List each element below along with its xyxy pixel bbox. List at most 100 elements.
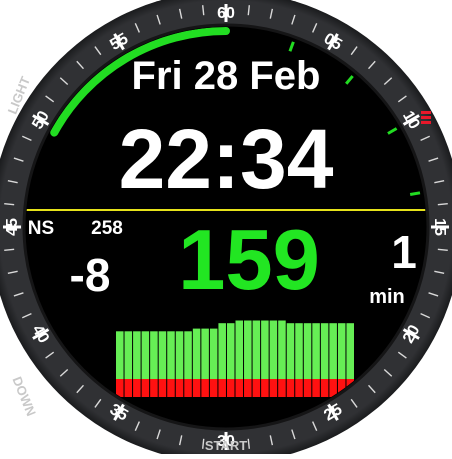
- histogram-green-bar: [167, 331, 175, 379]
- histogram-red-bar: [320, 379, 329, 397]
- bezel-tick: [397, 351, 407, 359]
- bezel-tick: [4, 248, 15, 252]
- histogram-red-bar: [269, 379, 278, 397]
- bezel-tick: [201, 5, 205, 16]
- bezel-tick: [76, 384, 84, 394]
- histogram-red-bar: [201, 379, 209, 397]
- bezel-tick: [291, 14, 296, 25]
- bezel-number: 30: [217, 433, 235, 450]
- minute-mark: [387, 127, 398, 135]
- bezel-tick: [437, 248, 448, 252]
- bezel-tick: [94, 46, 102, 56]
- bezel-number: 35: [107, 401, 131, 425]
- histogram-red-bar: [226, 379, 235, 397]
- histogram-green-bar: [278, 320, 286, 379]
- histogram-green-bar: [116, 331, 124, 379]
- bezel-tick: [113, 33, 125, 51]
- bezel-tick: [13, 157, 24, 162]
- histogram-red-bar: [218, 379, 226, 397]
- histogram-red-bar: [337, 379, 346, 397]
- histogram-green-bar: [261, 320, 269, 379]
- bezel-tick: [428, 292, 439, 297]
- histogram-green-bar: [244, 320, 252, 379]
- histogram-red-bar: [303, 379, 312, 397]
- bezel-tick: [21, 135, 32, 142]
- bezel-tick: [437, 202, 448, 206]
- bezel-number: 40: [28, 322, 52, 346]
- histogram-red-bar: [329, 379, 337, 397]
- bezel-tick: [368, 384, 376, 394]
- bezel-tick: [247, 438, 251, 449]
- histogram-green-bar: [235, 320, 244, 379]
- bezel-ticks: [3, 4, 449, 450]
- histogram-green-bar: [286, 323, 295, 379]
- bezel-tick: [32, 114, 50, 126]
- histogram-green-bar: [133, 331, 141, 379]
- bezel-tick: [178, 435, 183, 446]
- bezel-tick: [59, 369, 69, 377]
- histogram-red-bar: [278, 379, 286, 397]
- bezel-tick: [45, 351, 55, 359]
- seconds-progress-arc: [50, 27, 230, 137]
- histogram-green-bar: [320, 323, 329, 379]
- histogram-red-bar: [192, 379, 201, 397]
- histogram-green-bar: [312, 323, 320, 379]
- bezel-tick: [434, 179, 445, 184]
- histogram-green-bar: [329, 323, 337, 379]
- bezel-tick: [311, 22, 318, 33]
- histogram-red-bar: [209, 379, 218, 397]
- minute-mark: [409, 191, 421, 197]
- bezel-number: 25: [321, 401, 345, 425]
- histogram-red-bar: [235, 379, 244, 397]
- bezel-tick: [156, 429, 161, 440]
- bezel-tick: [134, 22, 141, 33]
- bezel-number: 45: [4, 218, 21, 236]
- right-unit: min: [369, 286, 405, 308]
- histogram-red-bar: [295, 379, 303, 397]
- minute-marks: [288, 41, 421, 197]
- bezel-number: 55: [107, 30, 131, 54]
- histogram-red-bar: [244, 379, 252, 397]
- histogram-red-bar: [175, 379, 184, 397]
- bezel-tick: [383, 77, 393, 85]
- bezel-tick: [428, 157, 439, 162]
- histogram-green-bar: [201, 328, 209, 379]
- bezel-numbers: 60 05 10 15 20 25 30 35 40 45 50 55: [4, 5, 448, 450]
- bezel-tick: [397, 95, 407, 103]
- bezel-tick: [94, 398, 102, 408]
- bezel-tick: [7, 270, 18, 275]
- heart-rate-value: 159: [178, 213, 320, 308]
- histogram-red-bar: [150, 379, 158, 397]
- bezel-tick: [434, 270, 445, 275]
- histogram-green-bar: [141, 331, 150, 379]
- bezel-tick: [402, 114, 420, 126]
- bezel-tick: [291, 429, 296, 440]
- bezel-number: 60: [217, 5, 235, 22]
- histogram-red-bar: [158, 379, 167, 397]
- histogram-red-bar: [141, 379, 150, 397]
- histogram-green-bar: [192, 328, 201, 379]
- histogram-green-bar: [184, 331, 192, 379]
- bezel-tick: [45, 95, 55, 103]
- start-button-label[interactable]: START: [205, 438, 247, 453]
- bezel-tick: [4, 202, 15, 206]
- bezel-tick: [350, 46, 358, 56]
- left-main-value: -8: [70, 249, 111, 301]
- bezel-tick: [311, 421, 318, 432]
- histogram-green-bar: [158, 331, 167, 379]
- histogram-red-bar: [133, 379, 141, 397]
- bezel-tick: [269, 8, 274, 19]
- bezel-tick: [350, 398, 358, 408]
- bezel-tick: [21, 312, 32, 319]
- bezel-tick: [402, 328, 420, 340]
- time-text: 22:34: [119, 112, 334, 206]
- histogram-green-bar: [303, 323, 312, 379]
- histogram-green-bar: [124, 331, 133, 379]
- bezel-number: 15: [431, 218, 448, 236]
- battery-icon: [421, 111, 431, 124]
- bezel-tick: [368, 60, 376, 70]
- bezel-tick: [201, 438, 205, 449]
- bezel-tick: [113, 403, 125, 421]
- histogram-red-bar: [184, 379, 192, 397]
